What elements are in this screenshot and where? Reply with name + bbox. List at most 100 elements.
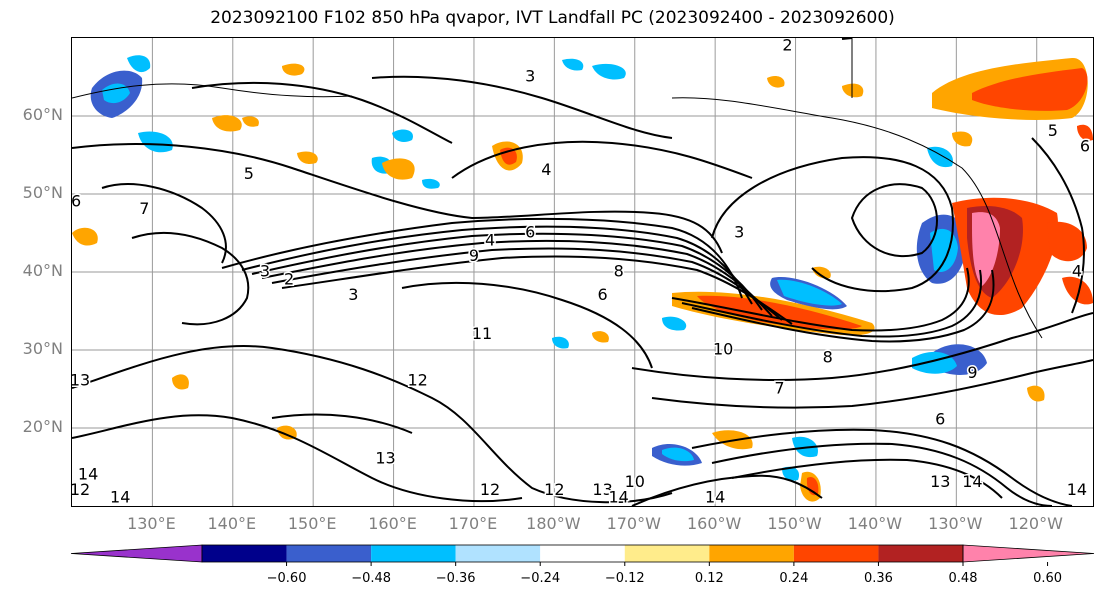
qvapor-anomaly-shading <box>72 55 1093 502</box>
contour-label: 12 <box>480 480 500 499</box>
longitude-label: 130°E <box>127 514 176 533</box>
contour-label: 14 <box>1067 480 1087 499</box>
map-panel: 3256742334698634561110131213121213141014… <box>71 37 1094 507</box>
colorbar-segment <box>540 545 625 562</box>
coastline <box>72 83 353 99</box>
colorbar-segment <box>709 545 794 562</box>
contour-line <box>271 247 783 321</box>
anomaly-blob <box>662 447 694 462</box>
colorbar-tick-label: 0.12 <box>694 571 724 586</box>
anomaly-blob <box>392 129 413 142</box>
colorbar-segment <box>455 545 541 562</box>
contour-label: 14 <box>705 488 725 506</box>
anomaly-blob <box>592 331 609 343</box>
contour-line <box>251 232 763 311</box>
contour-label: 13 <box>72 371 90 390</box>
anomaly-blob <box>382 158 415 180</box>
anomaly-blob <box>212 115 242 132</box>
contour-line <box>72 345 673 504</box>
longitude-label: 170°E <box>448 514 498 533</box>
colorbar-tick-label: 0.36 <box>863 571 893 586</box>
anomaly-blob <box>562 58 584 71</box>
anomaly-blob <box>697 295 862 330</box>
contour-label: 6 <box>935 410 945 429</box>
contour-line <box>261 239 773 317</box>
coastline <box>671 97 1043 339</box>
anomaly-blob <box>172 374 189 390</box>
contour-label: 3 <box>348 285 358 304</box>
contour-label: 5 <box>1048 121 1058 140</box>
contour-line <box>651 359 1093 409</box>
contour-label: 8 <box>614 262 624 281</box>
latitude-label: 40°N <box>22 261 63 280</box>
contour-label: 7 <box>139 199 149 218</box>
contour-label: 6 <box>598 285 608 304</box>
colorbar-tick-label: −0.36 <box>435 571 476 586</box>
contour-line <box>841 38 853 40</box>
contour-label: 5 <box>244 164 254 183</box>
contour-label: 4 <box>485 230 495 249</box>
anomaly-blob <box>72 227 98 246</box>
anomaly-blob <box>777 279 842 306</box>
contour-label: 12 <box>72 480 90 499</box>
anomaly-blob <box>138 131 173 153</box>
contour-line <box>1031 137 1085 314</box>
contour-label: 14 <box>962 472 982 491</box>
anomaly-blob <box>282 63 305 76</box>
colorbar-outline <box>201 544 964 563</box>
contour-label: 3 <box>525 67 535 86</box>
map-title: 2023092100 F102 850 hPa qvapor, IVT Land… <box>210 8 895 28</box>
colorbar-tick-label: 0.48 <box>948 571 978 586</box>
longitude-label: 120°W <box>1008 514 1063 533</box>
contour-label: 2 <box>284 269 294 288</box>
contour-line <box>671 267 970 332</box>
contour-label: 4 <box>1072 262 1082 281</box>
colorbar-segment <box>624 545 710 562</box>
contour-line <box>711 442 1053 506</box>
anomaly-blob <box>1047 221 1087 262</box>
contour-label: 12 <box>408 371 428 390</box>
anomaly-blob <box>782 466 800 481</box>
colorbar-tick-label: −0.60 <box>266 571 307 586</box>
contour-line <box>281 255 793 325</box>
latitude-label: 20°N <box>22 417 63 436</box>
contour-label: 13 <box>592 480 612 499</box>
anomaly-blob <box>972 68 1088 111</box>
contour-label: 6 <box>1080 137 1090 156</box>
colorbar-extend-low <box>70 544 203 563</box>
contour-line <box>371 75 673 139</box>
contour-label: 13 <box>375 449 395 468</box>
longitude-label: 130°W <box>928 514 983 533</box>
latitude-label: 60°N <box>22 105 63 124</box>
colorbar-tick-label: 0.60 <box>1033 571 1063 586</box>
contour-label: 4 <box>541 160 551 179</box>
contour-label: 6 <box>525 223 535 242</box>
colorbar-segment <box>371 545 456 562</box>
ivt-contours <box>72 38 1093 506</box>
colorbar-tick-label: −0.24 <box>520 571 561 586</box>
colorbar-tick-label: −0.48 <box>351 571 392 586</box>
colorbar-segment <box>202 545 287 562</box>
latitude-label: 30°N <box>22 339 63 358</box>
anomaly-blob <box>127 55 151 73</box>
colorbar-tick-label: −0.12 <box>604 571 645 586</box>
anomaly-blob <box>102 83 130 104</box>
anomaly-blob <box>812 266 831 279</box>
contour-line <box>711 156 954 293</box>
contour-line <box>691 269 995 343</box>
anomaly-blob <box>927 146 953 168</box>
anomaly-blob <box>972 212 1000 286</box>
latitude-label: 50°N <box>22 183 63 202</box>
contour-label: 2 <box>782 38 792 54</box>
contour-label: 12 <box>544 480 564 499</box>
contour-label: 6 <box>72 191 81 210</box>
contour-label: 14 <box>78 464 98 483</box>
anomaly-blob <box>842 83 864 98</box>
anomaly-blob <box>1027 385 1045 402</box>
anomaly-blob <box>422 178 440 189</box>
contour-line <box>271 413 413 434</box>
map-canvas: 3256742334698634561110131213121213141014… <box>72 38 1093 506</box>
contour-line <box>72 143 723 254</box>
contour-label: 14 <box>608 488 628 506</box>
contour-line <box>241 225 753 305</box>
